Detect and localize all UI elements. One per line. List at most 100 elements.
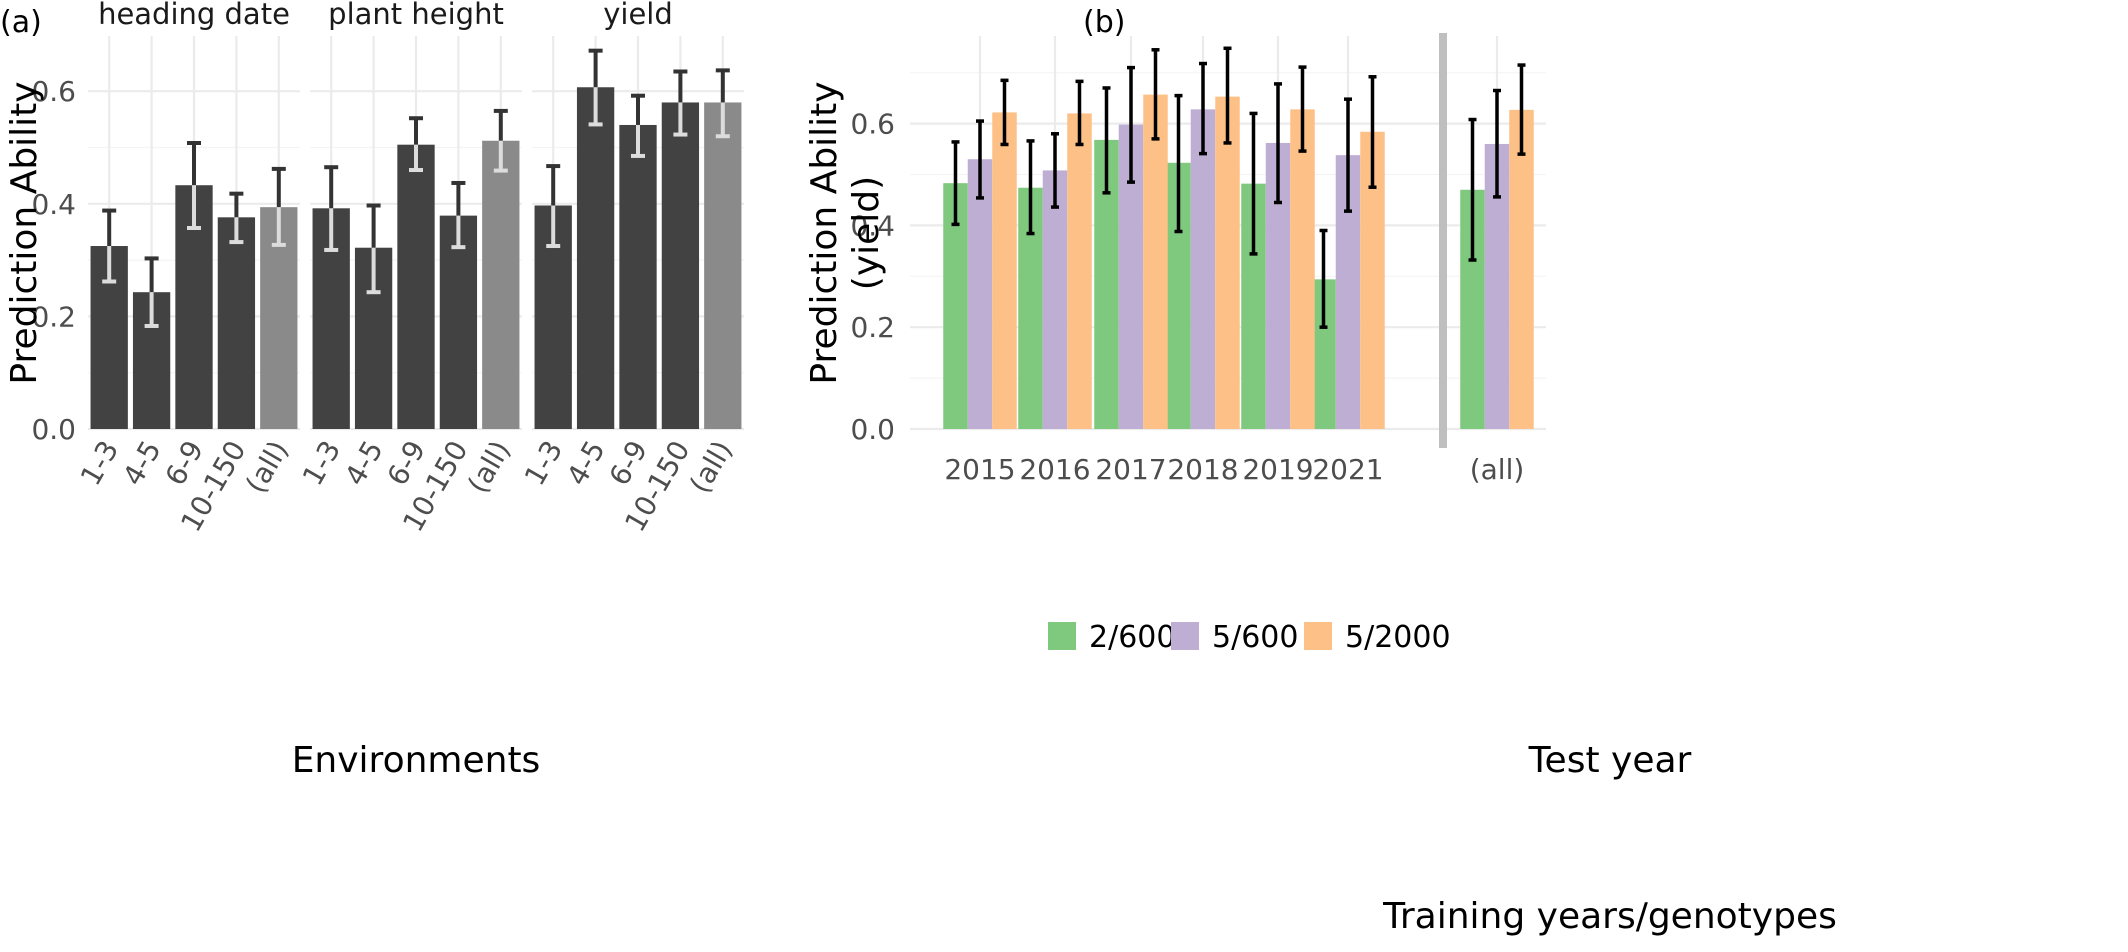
error-bar-2016 [1075, 79, 1084, 147]
all-separator [1439, 33, 1447, 448]
error-bar-6-9 [187, 140, 201, 231]
error-bar-1-3 [102, 208, 117, 284]
legend-swatch [1048, 622, 1076, 650]
legend-title: Training years/genotypes [1382, 896, 1837, 937]
panel-a-x-tick-label: (all) [461, 435, 517, 499]
panel-b-y-axis-title: Prediction Ability(yield) [804, 81, 887, 384]
error-bar-2017 [1127, 65, 1135, 184]
error-bar-all [1517, 63, 1526, 156]
error-bar-2016 [1051, 132, 1059, 209]
panel-a-x-tick-label: (all) [683, 435, 739, 499]
error-bar-2019 [1249, 111, 1258, 256]
error-bar-2015 [976, 119, 984, 200]
panel-a-y-tick-label: 0.0 [31, 413, 76, 446]
legend-label: 5/2000 [1345, 620, 1451, 655]
bar-10-150 [217, 217, 256, 429]
error-bar-2018 [1223, 46, 1232, 145]
error-bar-2021 [1368, 75, 1377, 189]
panel-b-y-tick-label: 0.4 [850, 209, 895, 242]
panel-a-tag: (a) [0, 5, 42, 40]
panel-a-y-axis-title: Prediction Ability [4, 81, 45, 384]
panel-b-x-tick-label: 2018 [1167, 453, 1238, 486]
error-bar-2018 [1199, 61, 1207, 156]
panel-a-x-tick-label: 1-3 [296, 435, 347, 491]
panel-b-y-tick-label: 0.6 [850, 108, 895, 141]
panel-b-y-tick-label: 0.0 [850, 413, 895, 446]
error-bar-2021 [1319, 228, 1328, 329]
error-bar-2019 [1274, 82, 1282, 205]
bar-6-9 [619, 124, 657, 429]
panel-b-y-axis-title-line: Prediction Ability [804, 81, 845, 384]
error-bar-all [1493, 88, 1501, 199]
error-bar-10-150 [451, 180, 466, 250]
bar-(all) [482, 140, 520, 429]
error-bar-all [1468, 117, 1477, 262]
bar-4-5 [576, 87, 615, 429]
error-bar-(all) [271, 166, 286, 247]
error-bar-10-150 [229, 191, 244, 245]
panel-b-x-tick-label: 2015 [944, 453, 1015, 486]
error-bar-(all) [493, 108, 508, 173]
bar-(all) [704, 102, 742, 430]
panel-a-x-tick-label: 4-5 [116, 435, 167, 491]
bar-2018-5-600 [1190, 109, 1216, 430]
panel-a-x-tick-label: 1-3 [518, 435, 569, 491]
legend-label: 2/600 [1089, 620, 1175, 655]
error-bar-(all) [715, 68, 730, 139]
error-bar-2015 [951, 140, 960, 227]
error-bar-2017 [1151, 48, 1160, 141]
panel-b-x-tick-label: 2019 [1242, 453, 1313, 486]
panel-b-x-tick-label: 2017 [1095, 453, 1166, 486]
facet-strip-title: heading date [98, 0, 290, 31]
bar-6-9 [397, 144, 435, 429]
bar-10-150 [439, 215, 478, 429]
bar-all-5-2000 [1509, 109, 1534, 430]
panel-a-y-tick-label: 0.2 [31, 300, 76, 333]
bar-2015-5-600 [967, 159, 993, 430]
legend-label: 5/600 [1212, 620, 1298, 655]
error-bar-6-9 [409, 116, 423, 173]
bar-2015-5-2000 [992, 112, 1017, 429]
panel-a-y-tick-label: 0.4 [31, 188, 76, 221]
panel-a-y-tick-label: 0.6 [31, 75, 76, 108]
panel-b-y-axis-title-line: (yield) [846, 176, 887, 290]
error-bar-1-3 [546, 164, 561, 249]
facet-strip-title: plant height [328, 0, 504, 31]
error-bar-1-3 [324, 165, 339, 252]
panel-a-x-tick-label: 4-5 [560, 435, 611, 491]
error-bar-2017 [1102, 86, 1111, 195]
panel-a-x-axis-title: Environments [292, 740, 541, 781]
panel-a-x-tick-label: 1-3 [74, 435, 125, 491]
error-bar-2018 [1174, 93, 1183, 234]
error-bar-2021 [1344, 97, 1352, 213]
legend-swatch [1304, 622, 1332, 650]
bar-2019-5-2000 [1290, 109, 1315, 430]
error-bar-2019 [1298, 65, 1307, 153]
panel-b-y-tick-label: 0.2 [850, 311, 895, 344]
bar-2016-5-600 [1042, 170, 1068, 430]
bar-2017-5-2000 [1143, 94, 1168, 429]
error-bar-4-5 [366, 203, 381, 295]
panel-b-x-axis-title: Test year [1528, 740, 1692, 781]
error-bar-4-5 [588, 48, 603, 127]
panel-b-x-tick-label-all: (all) [1470, 453, 1525, 486]
bar-10-150 [661, 102, 700, 430]
panel-b-x-tick-label: 2016 [1019, 453, 1090, 486]
bar-2016-5-2000 [1067, 113, 1092, 430]
panel-a-x-tick-label: (all) [239, 435, 295, 499]
error-bar-4-5 [144, 256, 159, 328]
panel-b-tag: (b) [1083, 5, 1125, 40]
facet-strip-title: yield [603, 0, 673, 31]
error-bar-2016 [1026, 139, 1035, 236]
bar-2018-5-2000 [1215, 96, 1240, 430]
panel-a-x-tick-label: 4-5 [338, 435, 389, 491]
error-bar-6-9 [631, 93, 645, 158]
legend-swatch [1171, 622, 1199, 650]
panel-b-x-tick-label: 2021 [1312, 453, 1383, 486]
